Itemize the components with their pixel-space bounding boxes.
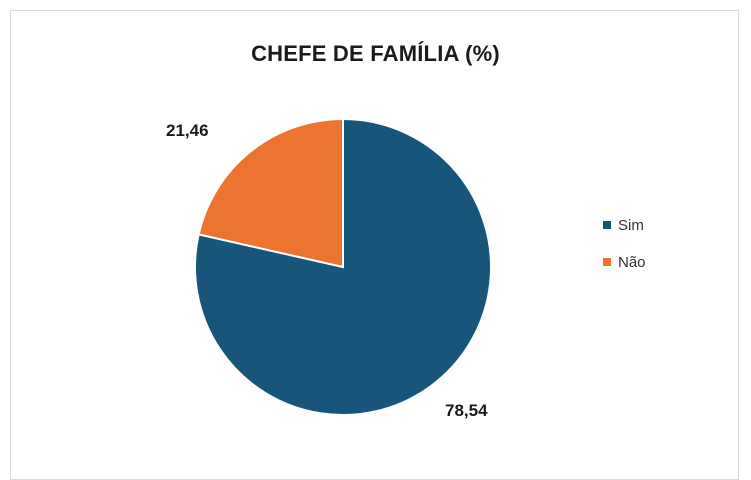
- legend-label-sim: Sim: [618, 216, 644, 234]
- pie-slice-nao: [197, 117, 344, 269]
- data-label-sim: 78,54: [445, 401, 488, 420]
- legend-swatch-nao: [603, 258, 611, 266]
- chart-area: CHEFE DE FAMÍLIA (%) 21,46 78,54 Sim Não: [10, 10, 739, 480]
- legend-item-nao: Não: [603, 252, 646, 272]
- legend-swatch-sim: [603, 221, 611, 229]
- legend: Sim Não: [603, 215, 646, 289]
- legend-label-nao: Não: [618, 253, 646, 271]
- data-label-nao: 21,46: [166, 121, 209, 140]
- chart-title: CHEFE DE FAMÍLIA (%): [251, 41, 500, 66]
- pie-chart: [194, 117, 492, 416]
- legend-item-sim: Sim: [603, 215, 646, 235]
